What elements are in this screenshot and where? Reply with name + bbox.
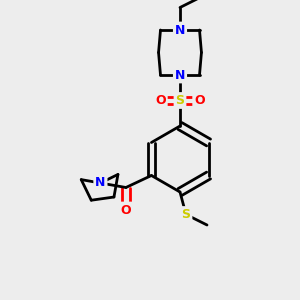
Text: O: O bbox=[194, 94, 205, 107]
Text: S: S bbox=[176, 94, 184, 107]
Text: N: N bbox=[175, 23, 185, 37]
Text: O: O bbox=[155, 94, 166, 107]
Text: N: N bbox=[95, 176, 106, 190]
Text: O: O bbox=[121, 203, 131, 217]
Text: S: S bbox=[182, 208, 190, 221]
Text: N: N bbox=[175, 68, 185, 82]
